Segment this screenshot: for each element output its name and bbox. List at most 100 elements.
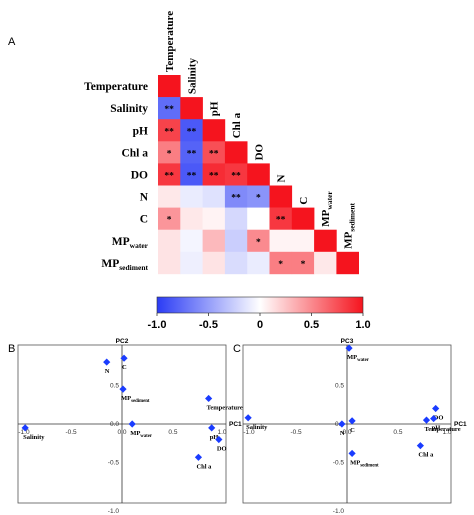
heatmap-cell-r7-c4 xyxy=(247,229,270,253)
point-label-salinity: Salinity xyxy=(246,424,268,431)
heatmap-cell-r5-c0 xyxy=(158,185,181,208)
heatmap-cell-r7-c3 xyxy=(224,229,248,253)
significance-mark-r2-c0: ** xyxy=(164,127,174,137)
column-label-subscript: water xyxy=(325,191,334,210)
row-label-mp-sediment: MPsediment xyxy=(101,258,148,272)
heatmap-cell-r6-c1 xyxy=(180,207,203,230)
y-tick-label: -1.0 xyxy=(108,508,120,515)
colorbar-tick-label: 0 xyxy=(257,319,263,331)
significance-mark-r6-c5: ** xyxy=(276,216,286,226)
heatmap-cell-r6-c5 xyxy=(269,207,293,230)
heatmap-cell-r4-c4 xyxy=(247,163,270,186)
colorbar-tick-label: 1.0 xyxy=(355,319,370,331)
heatmap-cell-r8-c0 xyxy=(158,251,181,275)
colorbar-tick-label: 0.5 xyxy=(304,319,319,331)
x-tick-label: 0.0 xyxy=(342,429,351,436)
point-label-chl-a: Chl a xyxy=(196,463,212,470)
point-label-n: N xyxy=(105,368,110,375)
heatmap-cell-r8-c5 xyxy=(269,251,293,275)
heatmap-cell-r5-c5 xyxy=(269,185,293,208)
point-label-mp-sediment: MPsediment xyxy=(350,459,379,468)
pca-plot-c: CPC1PC3-1.0-0.50.00.51.0-1.0-0.50.00.5MP… xyxy=(233,338,467,515)
point-label-subscript: sediment xyxy=(131,399,150,404)
point-marker-mp-sediment xyxy=(348,449,356,458)
point-marker-chl-a xyxy=(416,442,424,450)
point-label-mp-sediment: MPsediment xyxy=(121,395,150,404)
y-tick-label: 0.0 xyxy=(110,421,119,428)
panel-label-a: A xyxy=(8,36,16,48)
heatmap-cell-r7-c2 xyxy=(202,229,226,253)
significance-mark-r4-c2: ** xyxy=(209,171,219,181)
x-tick-label: -0.5 xyxy=(290,429,302,436)
heatmap-cell-r7-c7 xyxy=(314,229,337,253)
heatmap-cell-r7-c6 xyxy=(291,229,315,253)
x-tick-label: 1.0 xyxy=(442,429,451,436)
point-label-do: DO xyxy=(217,445,227,452)
point-label-ph: pH xyxy=(210,434,219,441)
significance-mark-r8-c6: * xyxy=(301,260,306,270)
heatmap-cell-r3-c2 xyxy=(202,141,226,164)
heatmap-cell-r6-c2 xyxy=(202,207,226,230)
significance-mark-r5-c4: * xyxy=(256,194,261,204)
row-label-chl-a: Chl a xyxy=(121,147,148,159)
point-label-n: N xyxy=(340,430,345,437)
heatmap-cell-r7-c0 xyxy=(158,229,181,253)
point-marker-salinity xyxy=(244,414,252,422)
significance-mark-r4-c3: ** xyxy=(231,171,241,181)
heatmap-cell-r8-c8 xyxy=(336,251,359,275)
point-label-subscript: water xyxy=(357,358,370,363)
y-axis-label: PC2 xyxy=(116,338,129,345)
y-axis-label: PC3 xyxy=(341,338,354,345)
y-tick-label: 0.5 xyxy=(335,382,344,389)
point-label-chl-a: Chl a xyxy=(418,452,434,459)
point-label-mp-water: MPwater xyxy=(347,354,370,363)
heatmap-cell-r3-c3 xyxy=(224,141,248,164)
point-marker-c xyxy=(348,417,356,425)
point-label-temperature: Temperature xyxy=(207,404,243,411)
y-tick-label: -1.0 xyxy=(333,508,345,515)
heatmap-cell-r8-c2 xyxy=(202,251,226,275)
significance-mark-r6-c0: * xyxy=(167,216,172,226)
point-marker-mp-water xyxy=(345,344,353,352)
x-tick-label: -0.5 xyxy=(65,429,77,436)
x-tick-label: 1.0 xyxy=(217,429,226,436)
column-label-ph: pH xyxy=(209,101,221,116)
heatmap-cell-r7-c5 xyxy=(269,229,293,253)
point-marker-mp-sediment xyxy=(119,385,127,393)
point-marker-salinity xyxy=(21,424,29,432)
row-label-subscript: water xyxy=(130,241,149,250)
row-label-salinity: Salinity xyxy=(110,103,148,115)
point-marker-ph xyxy=(430,414,438,423)
row-label-ph: pH xyxy=(133,125,148,137)
point-label-subscript: water xyxy=(140,434,153,439)
row-label-mp-water: MPwater xyxy=(112,236,149,250)
point-marker-temperature xyxy=(422,416,431,424)
x-tick-label: 0.0 xyxy=(117,429,126,436)
pca-plot-b: B PC1 PC2 -1.0 -0.5 0.0 0.5 1.0 -1.0 -0.5 0.0 0.5 Sa… xyxy=(8,338,243,515)
heatmap-cell-r6-c6 xyxy=(291,207,315,230)
row-label-n: N xyxy=(140,192,149,204)
row-label-subscript: sediment xyxy=(119,263,148,272)
heatmap-cell-r2-c2 xyxy=(202,119,226,142)
colorbar-tick-label: -0.5 xyxy=(199,319,218,331)
x-tick-label: -1.0 xyxy=(243,429,255,436)
point-marker-do xyxy=(215,435,223,444)
heatmap-cell-r7-c1 xyxy=(180,229,203,253)
column-label-salinity: Salinity xyxy=(186,58,198,95)
correlation-heatmap: A Temperature Temperature Salinity Salinity p… xyxy=(8,11,359,275)
x-axis-label: PC1 xyxy=(454,421,467,428)
heatmap-cell-r6-c0 xyxy=(158,207,181,230)
point-marker-n xyxy=(103,358,111,366)
significance-mark-r5-c3: ** xyxy=(231,194,241,204)
heatmap-cell-r4-c1 xyxy=(180,163,203,186)
heatmap-cell-r8-c7 xyxy=(314,251,337,275)
column-label-c: C xyxy=(298,197,310,205)
significance-mark-r1-c0: ** xyxy=(164,105,174,115)
heatmap-cell-r5-c3 xyxy=(224,185,248,208)
colorbar-tick-label: -1.0 xyxy=(148,319,167,331)
point-label-salinity: Salinity xyxy=(23,434,45,441)
row-label-c: C xyxy=(140,214,148,226)
significance-mark-r4-c0: ** xyxy=(164,171,174,181)
heatmap-cell-r5-c1 xyxy=(180,185,203,208)
